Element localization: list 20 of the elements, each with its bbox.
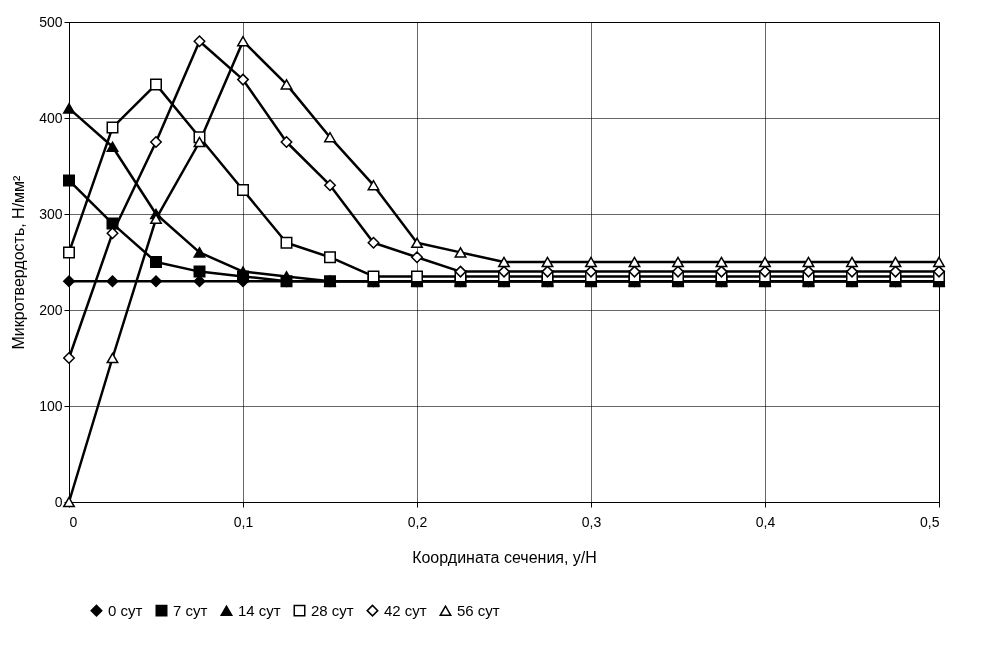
legend-label: 0 сут xyxy=(108,601,143,619)
y-tick-label: 200 xyxy=(39,301,63,318)
legend-label: 28 сут xyxy=(311,601,354,619)
y-tick-label: 300 xyxy=(39,205,63,222)
legend-label: 56 сут xyxy=(457,601,500,619)
x-tick-label: 0,3 xyxy=(581,513,602,530)
x-tick-label: 0,4 xyxy=(755,513,776,530)
legend-label: 42 сут xyxy=(384,601,427,619)
y-tick-label: 0 xyxy=(54,493,63,510)
x-tick-label: 0 xyxy=(69,513,78,530)
legend-label: 7 сут xyxy=(173,601,208,619)
x-tick-label: 0,2 xyxy=(407,513,428,530)
y-tick-label: 500 xyxy=(39,13,63,30)
y-tick-label: 100 xyxy=(39,397,63,414)
x-tick-label: 0,5 xyxy=(920,513,940,530)
y-axis-title: Микротвердость, Н/мм² xyxy=(10,174,28,350)
y-tick-label: 400 xyxy=(39,109,63,126)
x-axis-title: Координата сечения, y/H xyxy=(412,548,597,566)
legend-label: 14 сут xyxy=(238,601,281,619)
x-tick-label: 0,1 xyxy=(233,513,254,530)
